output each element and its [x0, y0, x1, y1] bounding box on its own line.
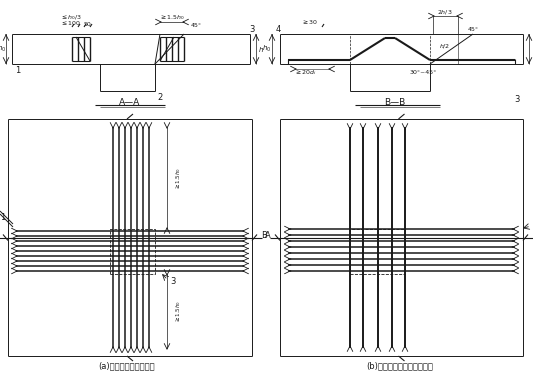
- Bar: [110, 229, 155, 274]
- Text: 45°: 45°: [190, 22, 201, 28]
- Text: 4: 4: [532, 220, 533, 229]
- Text: 50: 50: [83, 21, 91, 27]
- Text: 1: 1: [1, 212, 6, 221]
- Text: 3: 3: [171, 278, 176, 286]
- Text: $\geq 1.5h_0$: $\geq 1.5h_0$: [174, 166, 183, 190]
- Text: $\geq 30$: $\geq 30$: [302, 18, 319, 26]
- Text: $\geq 1.5h_0$: $\geq 1.5h_0$: [174, 299, 183, 323]
- Text: $h_0$: $h_0$: [0, 44, 6, 54]
- Text: $\leq 100$: $\leq 100$: [60, 19, 81, 27]
- Text: $h$: $h$: [258, 45, 264, 53]
- Text: 3: 3: [249, 25, 255, 34]
- Text: A—A: A—A: [119, 98, 141, 107]
- Text: B: B: [261, 231, 267, 240]
- Text: B—B: B—B: [384, 98, 406, 107]
- Bar: [350, 229, 405, 274]
- Text: 3: 3: [514, 95, 520, 104]
- Text: A: A: [265, 231, 271, 240]
- Text: 4: 4: [276, 25, 281, 34]
- Text: $h/2$: $h/2$: [439, 42, 450, 50]
- Text: $h_0$: $h_0$: [262, 44, 272, 54]
- Text: $2h/3$: $2h/3$: [437, 8, 453, 16]
- Text: $\leq h_0/3$: $\leq h_0/3$: [60, 13, 82, 22]
- Text: (b)用弯起钉筋作抗冲切钉筋: (b)用弯起钉筋作抗冲切钉筋: [367, 362, 433, 371]
- Text: $\geq 1.5h_0$: $\geq 1.5h_0$: [159, 13, 185, 22]
- Text: (a)用箍筋作抗冲切钉筋: (a)用箍筋作抗冲切钉筋: [99, 362, 155, 371]
- Text: 45°: 45°: [467, 27, 479, 31]
- Text: 1: 1: [15, 65, 21, 74]
- Text: $h$: $h$: [532, 45, 533, 53]
- Text: 30°~45°: 30°~45°: [409, 70, 437, 74]
- Text: 2: 2: [157, 92, 163, 101]
- Text: $\geq 20d_i$: $\geq 20d_i$: [294, 68, 317, 77]
